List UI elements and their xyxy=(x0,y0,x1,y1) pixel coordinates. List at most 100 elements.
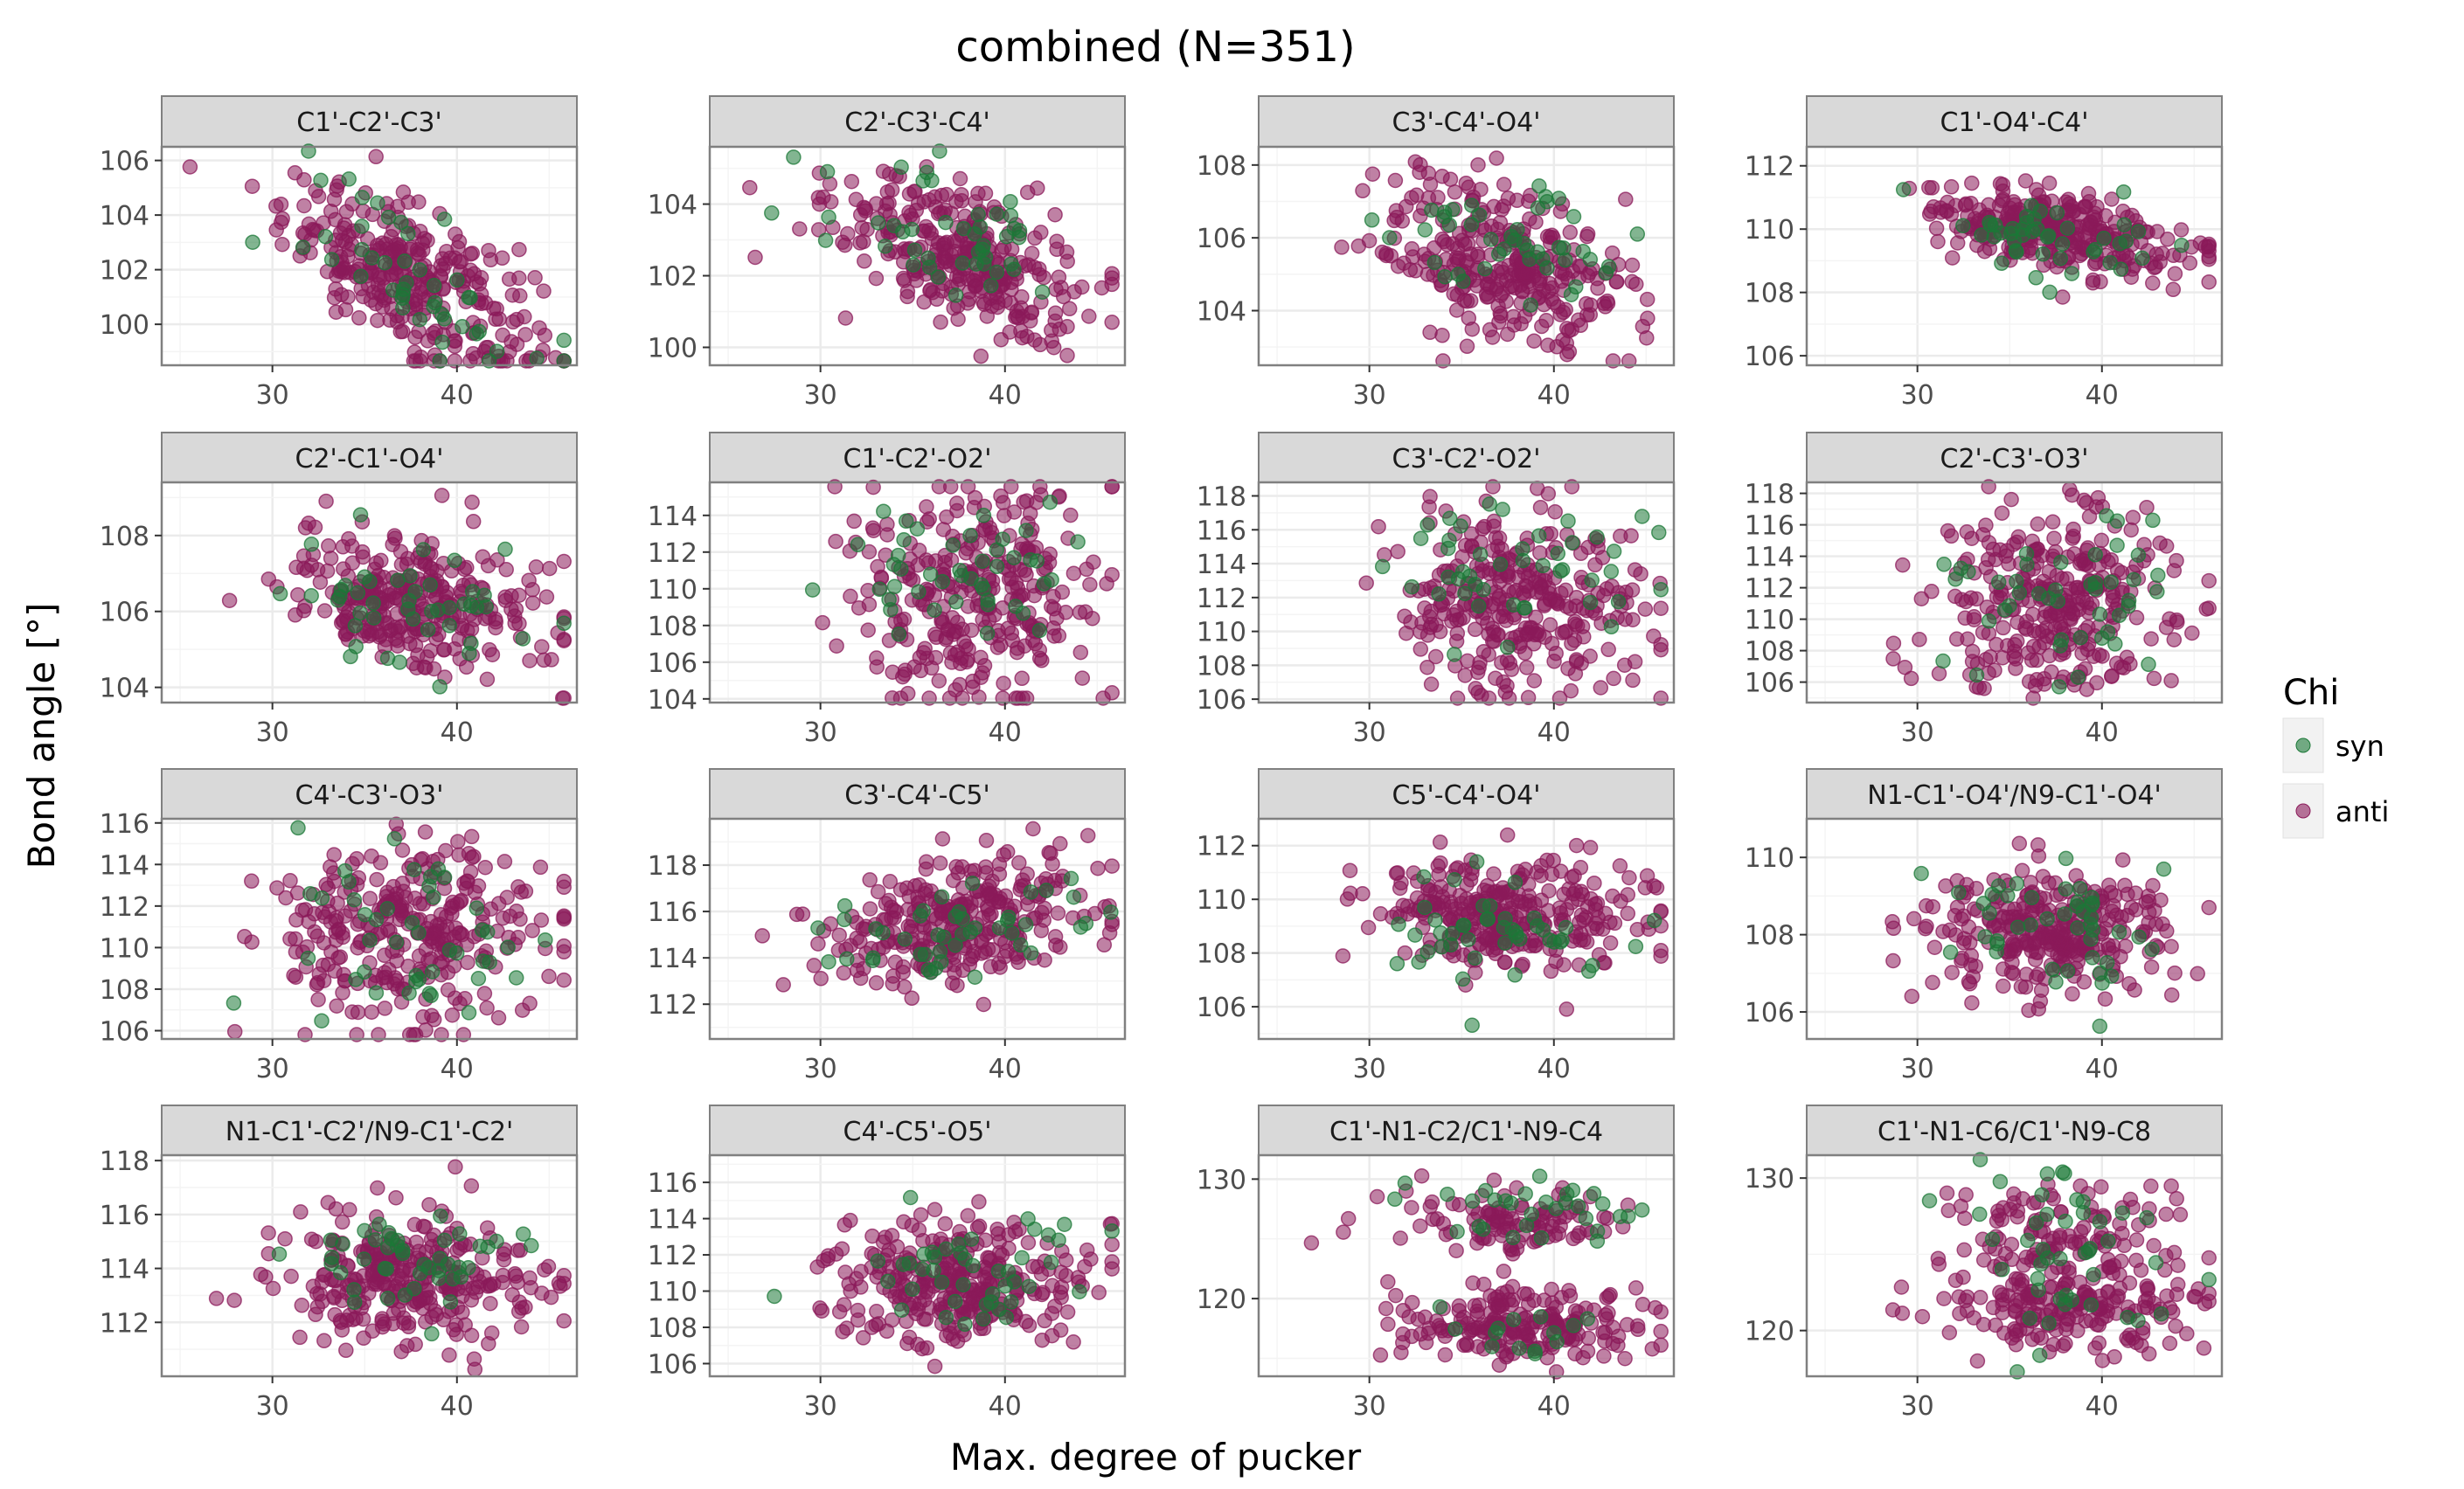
data-point-syn xyxy=(2145,512,2161,529)
data-point-anti xyxy=(931,673,947,689)
data-point-syn xyxy=(1603,619,1620,635)
data-point-syn xyxy=(295,239,311,255)
y-tick-label: 104 xyxy=(100,674,149,704)
data-point-syn xyxy=(2092,606,2108,622)
data-point-anti xyxy=(995,495,1011,510)
data-point-anti xyxy=(1447,184,1463,200)
data-point-anti xyxy=(1392,880,1408,897)
y-tick-label: 110 xyxy=(1197,618,1246,648)
data-point-syn xyxy=(434,307,450,322)
data-point-anti xyxy=(338,1342,354,1359)
facet-strip-label: N1-C1'-C2'/N9-C1'-C2' xyxy=(226,1117,514,1147)
data-point-syn xyxy=(1522,251,1537,267)
data-point-anti xyxy=(288,969,304,985)
data-point-syn xyxy=(954,255,971,271)
data-point-anti xyxy=(1533,892,1550,909)
data-point-syn xyxy=(1426,254,1443,271)
data-point-anti xyxy=(182,159,198,175)
data-point-syn xyxy=(2109,513,2126,530)
data-point-syn xyxy=(1072,919,1089,935)
data-point-syn xyxy=(2085,895,2100,911)
data-point-anti xyxy=(1568,652,1585,668)
data-point-anti xyxy=(296,197,312,214)
data-point-anti xyxy=(301,516,316,531)
data-point-anti xyxy=(881,892,897,909)
data-point-anti xyxy=(2182,255,2198,271)
data-point-anti xyxy=(388,1189,404,1206)
data-point-syn xyxy=(989,558,1005,575)
data-point-anti xyxy=(2023,652,2040,668)
y-tick-label: 108 xyxy=(1197,151,1246,182)
data-point-anti xyxy=(1564,895,1579,911)
y-tick-label: 106 xyxy=(1197,685,1246,716)
data-point-anti xyxy=(1964,994,1980,1011)
data-point-anti xyxy=(309,1299,326,1315)
data-point-syn xyxy=(1603,564,1620,579)
data-point-anti xyxy=(1395,897,1412,913)
data-point-syn xyxy=(1468,854,1485,869)
data-point-anti xyxy=(1461,310,1477,326)
data-point-anti xyxy=(1404,190,1419,206)
data-point-syn xyxy=(2109,537,2125,553)
data-point-syn xyxy=(2024,224,2041,239)
y-tick-label: 118 xyxy=(648,851,698,882)
data-point-syn xyxy=(365,595,381,611)
data-point-syn xyxy=(764,205,780,221)
y-tick-label: 104 xyxy=(648,190,698,221)
data-point-anti xyxy=(2184,625,2200,641)
data-point-anti xyxy=(870,558,885,575)
y-tick-label: 110 xyxy=(1197,885,1246,916)
data-point-anti xyxy=(775,977,791,993)
data-point-anti xyxy=(1051,269,1067,285)
data-point-syn xyxy=(426,277,442,294)
data-point-anti xyxy=(1090,860,1106,876)
data-point-anti xyxy=(884,182,900,198)
data-point-syn xyxy=(2131,929,2147,945)
data-point-anti xyxy=(1491,588,1508,604)
data-point-anti xyxy=(1499,678,1515,694)
data-point-syn xyxy=(1467,950,1483,966)
data-point-syn xyxy=(412,311,428,328)
data-point-anti xyxy=(1018,566,1034,583)
data-point-anti xyxy=(1360,919,1377,936)
data-point-anti xyxy=(1446,286,1461,302)
data-point-syn xyxy=(934,954,949,970)
data-point-syn xyxy=(364,250,380,266)
data-point-syn xyxy=(2009,573,2024,590)
data-point-syn xyxy=(436,1232,453,1249)
data-point-anti xyxy=(306,222,323,239)
data-point-anti xyxy=(911,876,927,893)
data-point-anti xyxy=(952,170,968,187)
data-point-syn xyxy=(354,241,370,258)
data-point-anti xyxy=(935,239,952,256)
data-point-anti xyxy=(269,880,285,896)
data-point-anti xyxy=(1434,169,1450,184)
data-point-syn xyxy=(885,557,902,572)
data-point-anti xyxy=(556,879,572,896)
data-point-anti xyxy=(2173,222,2190,238)
data-point-syn xyxy=(2092,1018,2108,1035)
data-point-anti xyxy=(857,203,874,218)
data-point-anti xyxy=(556,1312,572,1329)
data-point-syn xyxy=(1589,529,1605,545)
data-point-syn xyxy=(876,503,892,519)
facet-strip-label: C1'-C2'-O2' xyxy=(843,444,992,474)
data-point-anti xyxy=(2201,274,2217,290)
data-point-anti xyxy=(795,906,811,922)
data-point-anti xyxy=(754,928,770,944)
data-point-anti xyxy=(2039,628,2055,644)
facet-panels: C1'-C2'-C3'30 40100102104106C2'-C3'-C4'30… xyxy=(100,95,2224,1422)
panel-border xyxy=(708,145,1127,367)
data-point-anti xyxy=(2085,272,2101,288)
data-point-anti xyxy=(511,270,527,287)
data-point-anti xyxy=(282,873,298,889)
data-point-anti xyxy=(1027,230,1043,246)
data-point-syn xyxy=(1455,274,1471,289)
data-point-anti xyxy=(1334,239,1350,255)
y-tick-label: 114 xyxy=(1745,543,1794,573)
data-point-anti xyxy=(846,513,862,530)
data-point-anti xyxy=(939,253,955,269)
data-point-anti xyxy=(377,1001,393,1016)
